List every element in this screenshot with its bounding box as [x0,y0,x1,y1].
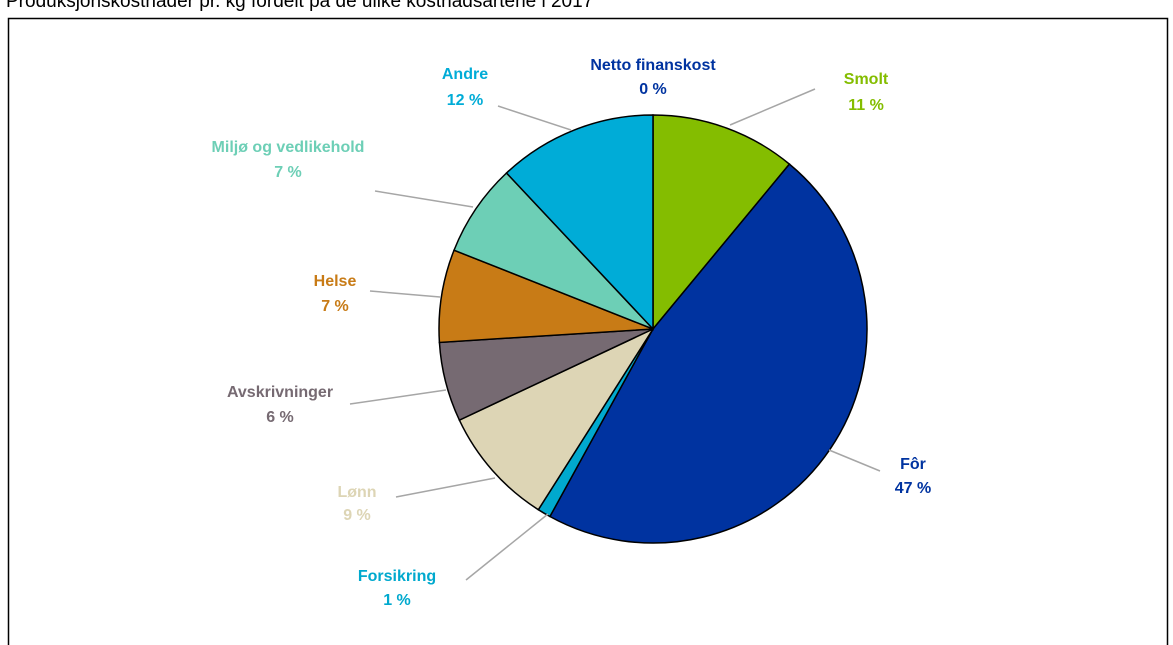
slice-label: Miljø og vedlikehold [212,139,365,156]
slice-value-label: 47 % [895,480,931,497]
slice-value-label: 7 % [321,298,349,315]
slice-value-label: 11 % [848,97,884,114]
slice-label: Forsikring [358,568,436,585]
slice-value-label: 12 % [447,92,483,109]
pie-slice [505,114,654,331]
leader-line [374,190,474,208]
slice-label: Fôr [900,456,926,473]
chart-title: Produksjonskostnader pr. kg fordelt på d… [6,0,593,12]
slice-label: Netto finanskost [590,57,716,74]
slice-value-label: 1 % [383,592,411,609]
slice-label: Avskrivninger [227,384,333,401]
slice-label: Smolt [844,71,889,88]
pie-slice [548,163,868,544]
leader-line [828,449,881,472]
leader-line [497,105,572,131]
slice-value-label: 9 % [343,507,371,524]
leader-line [349,389,447,405]
pie-slice [652,114,791,332]
chart-frame [7,17,1169,645]
slice-label: Lønn [337,484,376,501]
slice-label: Andre [442,66,488,83]
leader-line [465,513,549,581]
leader-line [395,477,496,498]
slice-label: Helse [314,273,357,290]
pie-slice [458,327,656,511]
slice-value-label: 6 % [266,409,294,426]
slice-value-label: 7 % [274,164,302,181]
leader-line [369,290,441,298]
slice-value-label: 0 % [639,81,667,98]
leader-line [729,88,816,126]
